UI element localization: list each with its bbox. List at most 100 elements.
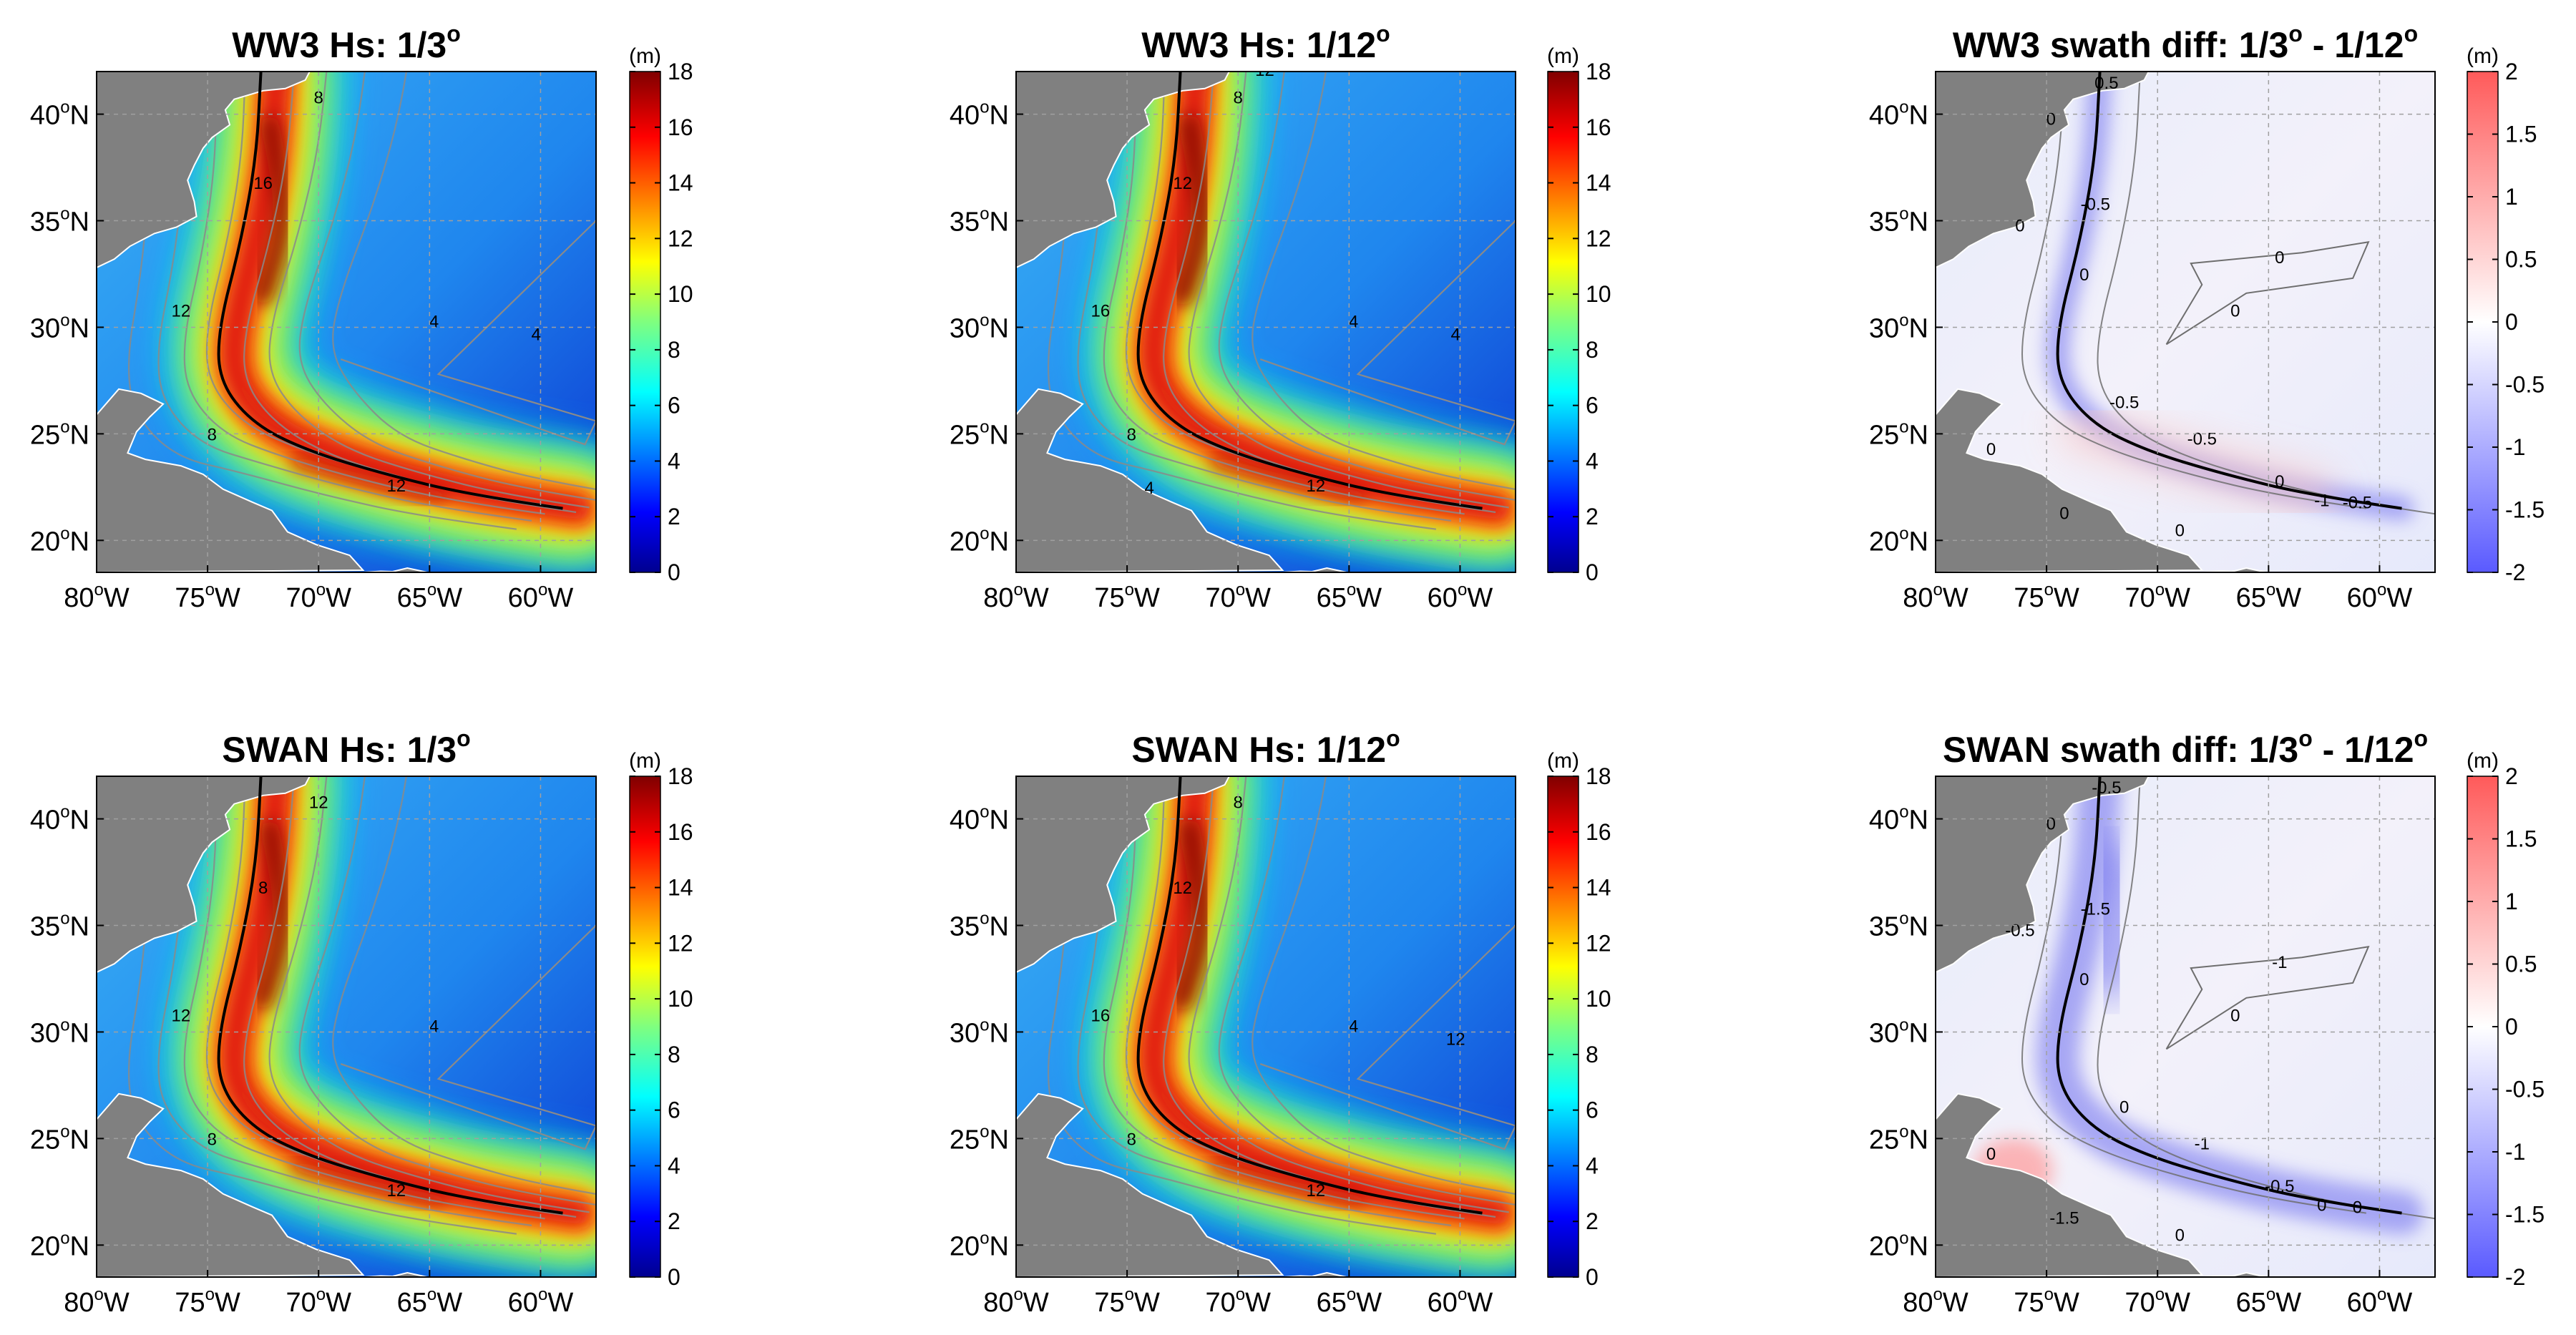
- hs-contour-line: [298, 776, 596, 1206]
- land-mass: [2228, 567, 2267, 572]
- land-mass: [1309, 567, 1347, 572]
- panel-title: SWAN swath diff: 1/3o - 1/12o: [1943, 725, 2428, 770]
- colorbar-tick-label: 0: [668, 559, 680, 585]
- map-frame: [1015, 776, 1516, 1278]
- lat-tick-label: 35oN: [1869, 205, 1928, 238]
- land-mass: [1016, 776, 1230, 974]
- colorbar-tick-label: -1: [2505, 434, 2525, 460]
- colorbar-tick-label: 18: [668, 59, 693, 84]
- colorbar-tick-label: 8: [668, 1042, 680, 1067]
- lat-tick-label: 40oN: [30, 98, 89, 131]
- contour-label: 0: [2046, 109, 2056, 129]
- colorbar-tick-label: 10: [668, 986, 693, 1012]
- lon-tick-label: 70oW: [286, 580, 351, 613]
- hs-contour-line: [1048, 105, 1437, 530]
- lat-tick-label: 20oN: [950, 524, 1009, 557]
- map-axes: 80oW 75oW 70oW 65oW 60oW 40oN 35oN 30oN 25oN 20oN: [30, 71, 597, 613]
- lon-tick-label: 65oW: [1317, 580, 1382, 613]
- contour-label: 12: [172, 302, 191, 321]
- colorbar-tick-label: 0: [2505, 309, 2518, 335]
- colorbar-tick-label: 2: [1586, 1208, 1599, 1234]
- lat-tick-label: 35oN: [950, 909, 1009, 942]
- lon-tick-label: 70oW: [286, 1285, 351, 1318]
- contour-label: 0: [2059, 504, 2069, 524]
- colorbar-tick-label: -0.5: [2505, 1077, 2545, 1102]
- lat-tick-label: 30oN: [1869, 310, 1928, 343]
- colorbar-tick-label: -1.5: [2505, 1202, 2545, 1228]
- storm-track-line: [217, 72, 563, 510]
- contour-label: -0.5: [2265, 1177, 2294, 1196]
- hs-maximum-core: [253, 820, 292, 1009]
- lon-tick-label: 75oW: [175, 1285, 240, 1318]
- hs-contour-line: [1048, 810, 1437, 1235]
- panel-title: WW3 Hs: 1/12o: [1141, 21, 1390, 65]
- diff-contour-line: [2021, 776, 2366, 1214]
- lon-tick-label: 80oW: [64, 1285, 130, 1318]
- lon-tick-label: 70oW: [1205, 1285, 1271, 1318]
- diff-field: 0 -0.5 -0.5 0 -1.5 -1 0 0 0 -1.5 -1 -0.5 0 0 0: [1936, 776, 2435, 1277]
- colorbar-tick-label: 1.5: [2505, 122, 2537, 147]
- hs-contour-line: [268, 72, 590, 509]
- diff-contour-line: [2165, 241, 2370, 346]
- map-frame: [1015, 71, 1516, 573]
- colorbar-unit: (m): [2467, 749, 2499, 773]
- lat-tick-label: 20oN: [30, 1228, 89, 1261]
- hs-contour-line: [1188, 776, 1509, 1213]
- lon-tick-label: 75oW: [2014, 580, 2079, 613]
- lon-tick-label: 65oW: [2236, 1285, 2302, 1318]
- contour-label: 12: [1306, 476, 1325, 496]
- colorbar-tick-label: 0: [1586, 1264, 1599, 1290]
- land-mass: [1936, 1092, 2204, 1277]
- contour-label: 0: [2175, 521, 2185, 540]
- lat-tick-label: 25oN: [950, 1122, 1009, 1155]
- contour-label: 0: [2079, 970, 2089, 989]
- colorbar-tick-label: -1.5: [2505, 497, 2545, 523]
- hs-maximum-core: [1171, 114, 1213, 306]
- colorbar-tick-label: 0.5: [2505, 952, 2537, 977]
- map-plot-area: 0 0.5 0 0 -0.5 0 0 -0.5 0 0 -0.5 0 -1 -0.5 0: [1936, 72, 2435, 572]
- lat-tick-label: 40oN: [30, 803, 89, 836]
- lat-tick-label: 25oN: [1869, 1122, 1928, 1155]
- contour-label: 12: [172, 1007, 191, 1026]
- contour-label: -0.5: [2005, 921, 2034, 940]
- map-axes: 80oW 75oW 70oW 65oW 60oW 40oN 35oN 30oN 25oN 20oN: [30, 776, 597, 1318]
- hs-contour-line: [128, 105, 517, 530]
- lon-tick-label: 75oW: [1094, 580, 1160, 613]
- diff-negative-core: [2084, 840, 2138, 1000]
- colorbar-tick-label: 16: [1586, 114, 1611, 140]
- lon-tick-label: 60oW: [2347, 580, 2413, 613]
- colorbar-tick-label: -2: [2505, 1264, 2525, 1290]
- colorbar-unit: (m): [1547, 749, 1579, 773]
- contour-label: 8: [258, 879, 268, 898]
- hs-contour-line: [332, 72, 596, 491]
- lat-tick-label: 40oN: [1869, 803, 1928, 836]
- colorbar-tick-label: 8: [1586, 1042, 1599, 1067]
- land-mass: [1936, 388, 2204, 572]
- hs-contour-line: [157, 797, 532, 1226]
- colorbar-tick-label: 2: [668, 1208, 680, 1234]
- colorbar-tick-label: 4: [1586, 1153, 1599, 1178]
- colorbar-tick-label: -0.5: [2505, 372, 2545, 398]
- colorbar-unit: (m): [2467, 44, 2499, 68]
- lon-tick-label: 80oW: [983, 580, 1049, 613]
- colorbar-tick-label: 12: [668, 225, 693, 251]
- lat-tick-label: 30oN: [950, 1015, 1009, 1048]
- diff-colorbar: (m)2 1.5 1 0.5 0 -0.5 -1 -1.5 -2: [2467, 44, 2545, 585]
- contour-label: 0: [2046, 814, 2056, 833]
- colorbar-scale: [1547, 71, 1579, 573]
- diff-field: 0 0.5 0 0 -0.5 0 0 -0.5 0 0 -0.5 0 -1 -0.5 0: [1936, 72, 2435, 572]
- contour-label: 4: [1144, 479, 1153, 498]
- lon-tick-label: 70oW: [1205, 580, 1271, 613]
- land-mass: [1016, 388, 1284, 572]
- hs-contour-line: [340, 924, 596, 1150]
- hs-maximum-core: [1171, 818, 1213, 1011]
- colorbar-unit: (m): [629, 749, 661, 773]
- contour-label: 8: [208, 425, 217, 444]
- storm-track-line: [2056, 72, 2402, 510]
- hs-contour-line: [340, 220, 596, 446]
- lat-tick-label: 20oN: [30, 524, 89, 557]
- map-frame: [96, 71, 597, 573]
